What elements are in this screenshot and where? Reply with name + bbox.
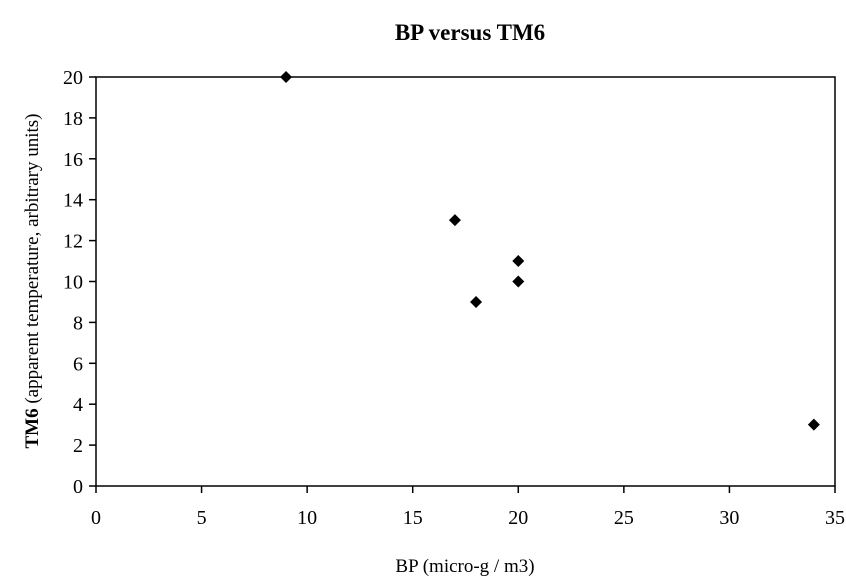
y-tick-label: 2 — [73, 435, 83, 457]
x-tick-label: 15 — [403, 507, 423, 529]
y-tick-label: 8 — [73, 312, 83, 334]
x-axis-label: BP (micro-g / m3) — [395, 556, 534, 577]
y-tick-label: 20 — [63, 67, 83, 89]
y-tick-label: 6 — [73, 353, 83, 375]
data-point — [448, 214, 461, 227]
data-point — [280, 71, 293, 83]
y-tick-label: 14 — [63, 190, 83, 212]
data-point — [470, 295, 483, 308]
y-tick-label: 0 — [73, 476, 83, 498]
y-tick-label: 4 — [73, 394, 83, 416]
y-axis: 0 2 4 6 8 10 12 14 16 18 20 — [63, 67, 96, 498]
y-tick-label: 10 — [63, 272, 83, 294]
y-axis-label-bold: TM6 — [22, 408, 43, 448]
chart-title: BP versus TM6 — [395, 20, 545, 45]
x-axis: 0 5 10 15 20 25 30 35 — [91, 486, 845, 529]
x-tick-label: 35 — [825, 507, 845, 529]
x-tick-label: 0 — [91, 507, 101, 529]
x-tick-label: 25 — [614, 507, 634, 529]
y-axis-label-rest: (apparent temperature, arbitrary units) — [22, 114, 43, 409]
data-point — [512, 275, 525, 288]
data-points — [280, 71, 820, 431]
y-tick-label: 12 — [63, 231, 83, 253]
data-point — [807, 418, 820, 431]
data-point — [512, 255, 525, 268]
x-tick-label: 30 — [719, 507, 739, 529]
y-axis-label: TM6 (apparent temperature, arbitrary uni… — [22, 114, 43, 449]
x-tick-label: 5 — [197, 507, 207, 529]
y-tick-label: 16 — [63, 149, 83, 171]
x-tick-label: 10 — [297, 507, 317, 529]
plot-area — [95, 76, 836, 487]
x-tick-label: 20 — [508, 507, 528, 529]
y-tick-label: 18 — [63, 108, 83, 130]
